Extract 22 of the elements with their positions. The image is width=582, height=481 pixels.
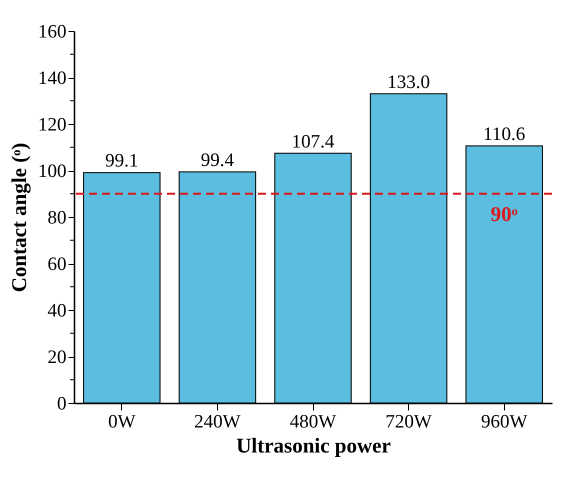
x-tick-label: 240W [194,412,241,432]
x-tick-label: 480W [290,412,336,432]
y-tick-label: 20 [48,347,66,368]
x-tick-label: 0W [108,412,136,432]
y-tick-label: 160 [38,22,66,42]
ref-line-label: 90ᵒ [490,202,518,226]
y-tick-label: 40 [48,300,66,322]
data-label: 133.0 [387,72,430,93]
y-tick-label: 140 [38,68,66,89]
y-tick-label: 80 [48,208,66,228]
y-tick-label: 100 [38,161,66,182]
data-label: 107.4 [292,131,335,152]
y-axis-title: Contact angle (ᵒ) [7,142,31,292]
y-tick-label: 60 [48,254,66,275]
data-label: 99.1 [105,150,138,172]
data-label: 99.4 [200,150,235,171]
x-axis-title: Ultrasonic power [236,434,391,458]
x-tick-label: 720W [385,412,432,432]
x-tick-label: 960W [480,412,528,432]
data-label: 110.6 [483,124,526,145]
y-tick-label: 0 [57,394,66,414]
y-tick-label: 120 [38,114,66,136]
